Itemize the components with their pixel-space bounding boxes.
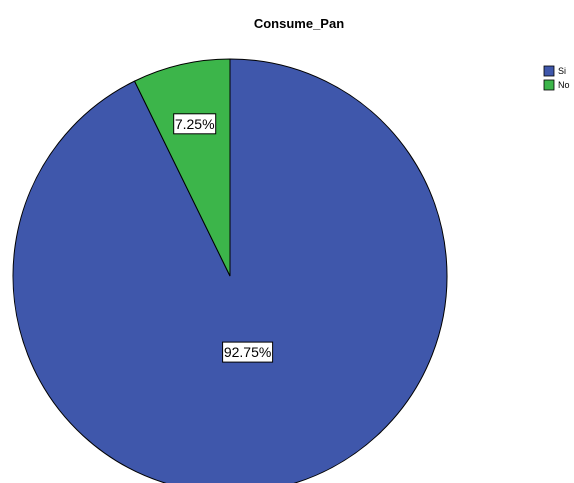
data-labels: 92.75% 7.25% (173, 113, 274, 363)
data-label-box (173, 113, 217, 135)
data-label-text: 7.25% (175, 116, 215, 132)
pie-slice-no (133, 58, 231, 277)
data-label-no: 7.25% (173, 113, 217, 135)
data-label-text: 92.75% (224, 344, 271, 360)
pie-slices (12, 58, 448, 483)
legend: Si No (543, 65, 570, 91)
legend-label-si: Si (558, 66, 566, 76)
chart-title: Consume_Pan (254, 16, 344, 31)
legend-swatch-si (543, 65, 555, 77)
legend-swatch-no (543, 79, 555, 91)
legend-label-no: No (558, 80, 570, 90)
data-label-box (222, 341, 274, 363)
data-label-si: 92.75% (222, 341, 274, 363)
